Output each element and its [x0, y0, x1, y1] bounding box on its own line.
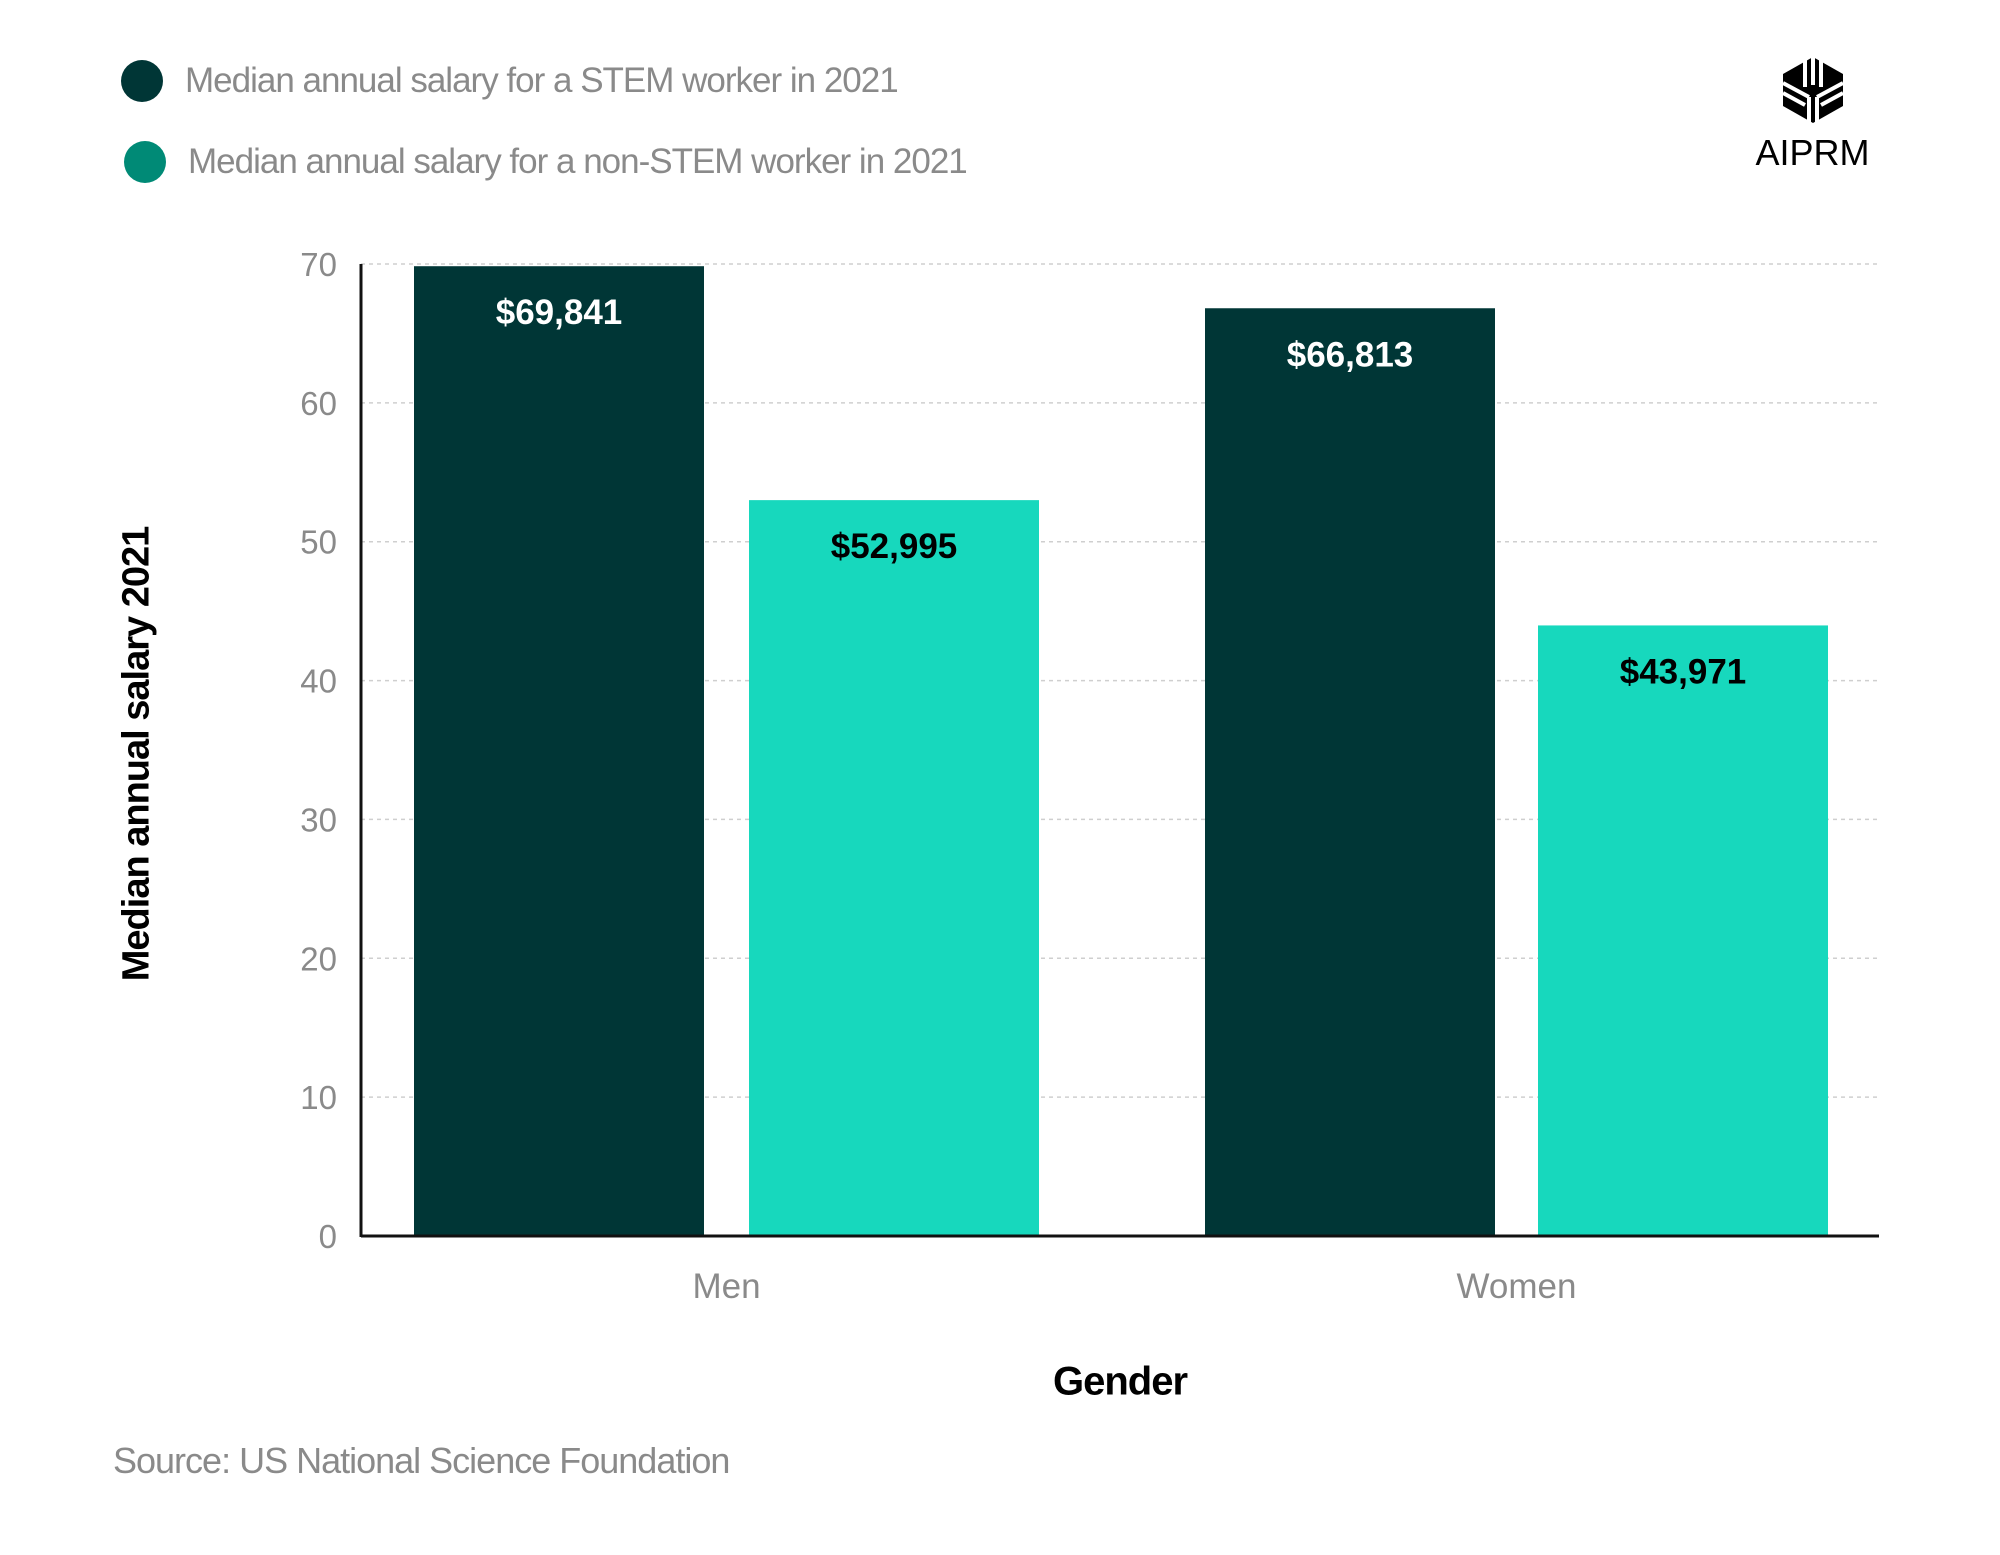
legend-swatch-icon — [121, 60, 163, 102]
aiprm-logo-icon — [1781, 55, 1844, 125]
y-tick-label: 30 — [300, 801, 337, 838]
bar — [749, 500, 1039, 1236]
x-axis-label: Gender — [1052, 1359, 1188, 1404]
source-note: Source: US National Science Foundation — [113, 1440, 730, 1481]
y-tick-label: 10 — [300, 1079, 337, 1116]
data-label: $52,995 — [831, 527, 958, 566]
bar — [1538, 625, 1828, 1236]
legend-swatch-icon — [124, 141, 166, 183]
legend-item-stem: Median annual salary for a STEM worker i… — [121, 60, 899, 102]
logo-text: AIPRM — [1755, 132, 1870, 173]
data-label: $66,813 — [1287, 335, 1414, 374]
y-tick-label: 70 — [300, 246, 337, 283]
y-tick-label: 60 — [300, 385, 337, 422]
bar — [1205, 308, 1495, 1236]
legend-label: Median annual salary for a STEM worker i… — [185, 61, 899, 100]
y-tick-label: 0 — [319, 1218, 337, 1255]
y-axis-label: Median annual salary 2021 — [115, 526, 158, 982]
y-tick-label: 20 — [300, 940, 337, 977]
bar — [414, 266, 704, 1236]
y-tick-label: 50 — [300, 524, 337, 561]
legend-item-non-stem: Median annual salary for a non-STEM work… — [124, 141, 968, 183]
x-tick-label: Men — [692, 1267, 760, 1306]
x-tick-label: Women — [1457, 1267, 1577, 1306]
legend-label: Median annual salary for a non-STEM work… — [188, 142, 968, 181]
y-tick-label: 40 — [300, 663, 337, 700]
data-label: $69,841 — [496, 293, 623, 332]
logo: AIPRM — [1750, 55, 1875, 174]
data-label: $43,971 — [1620, 652, 1747, 691]
